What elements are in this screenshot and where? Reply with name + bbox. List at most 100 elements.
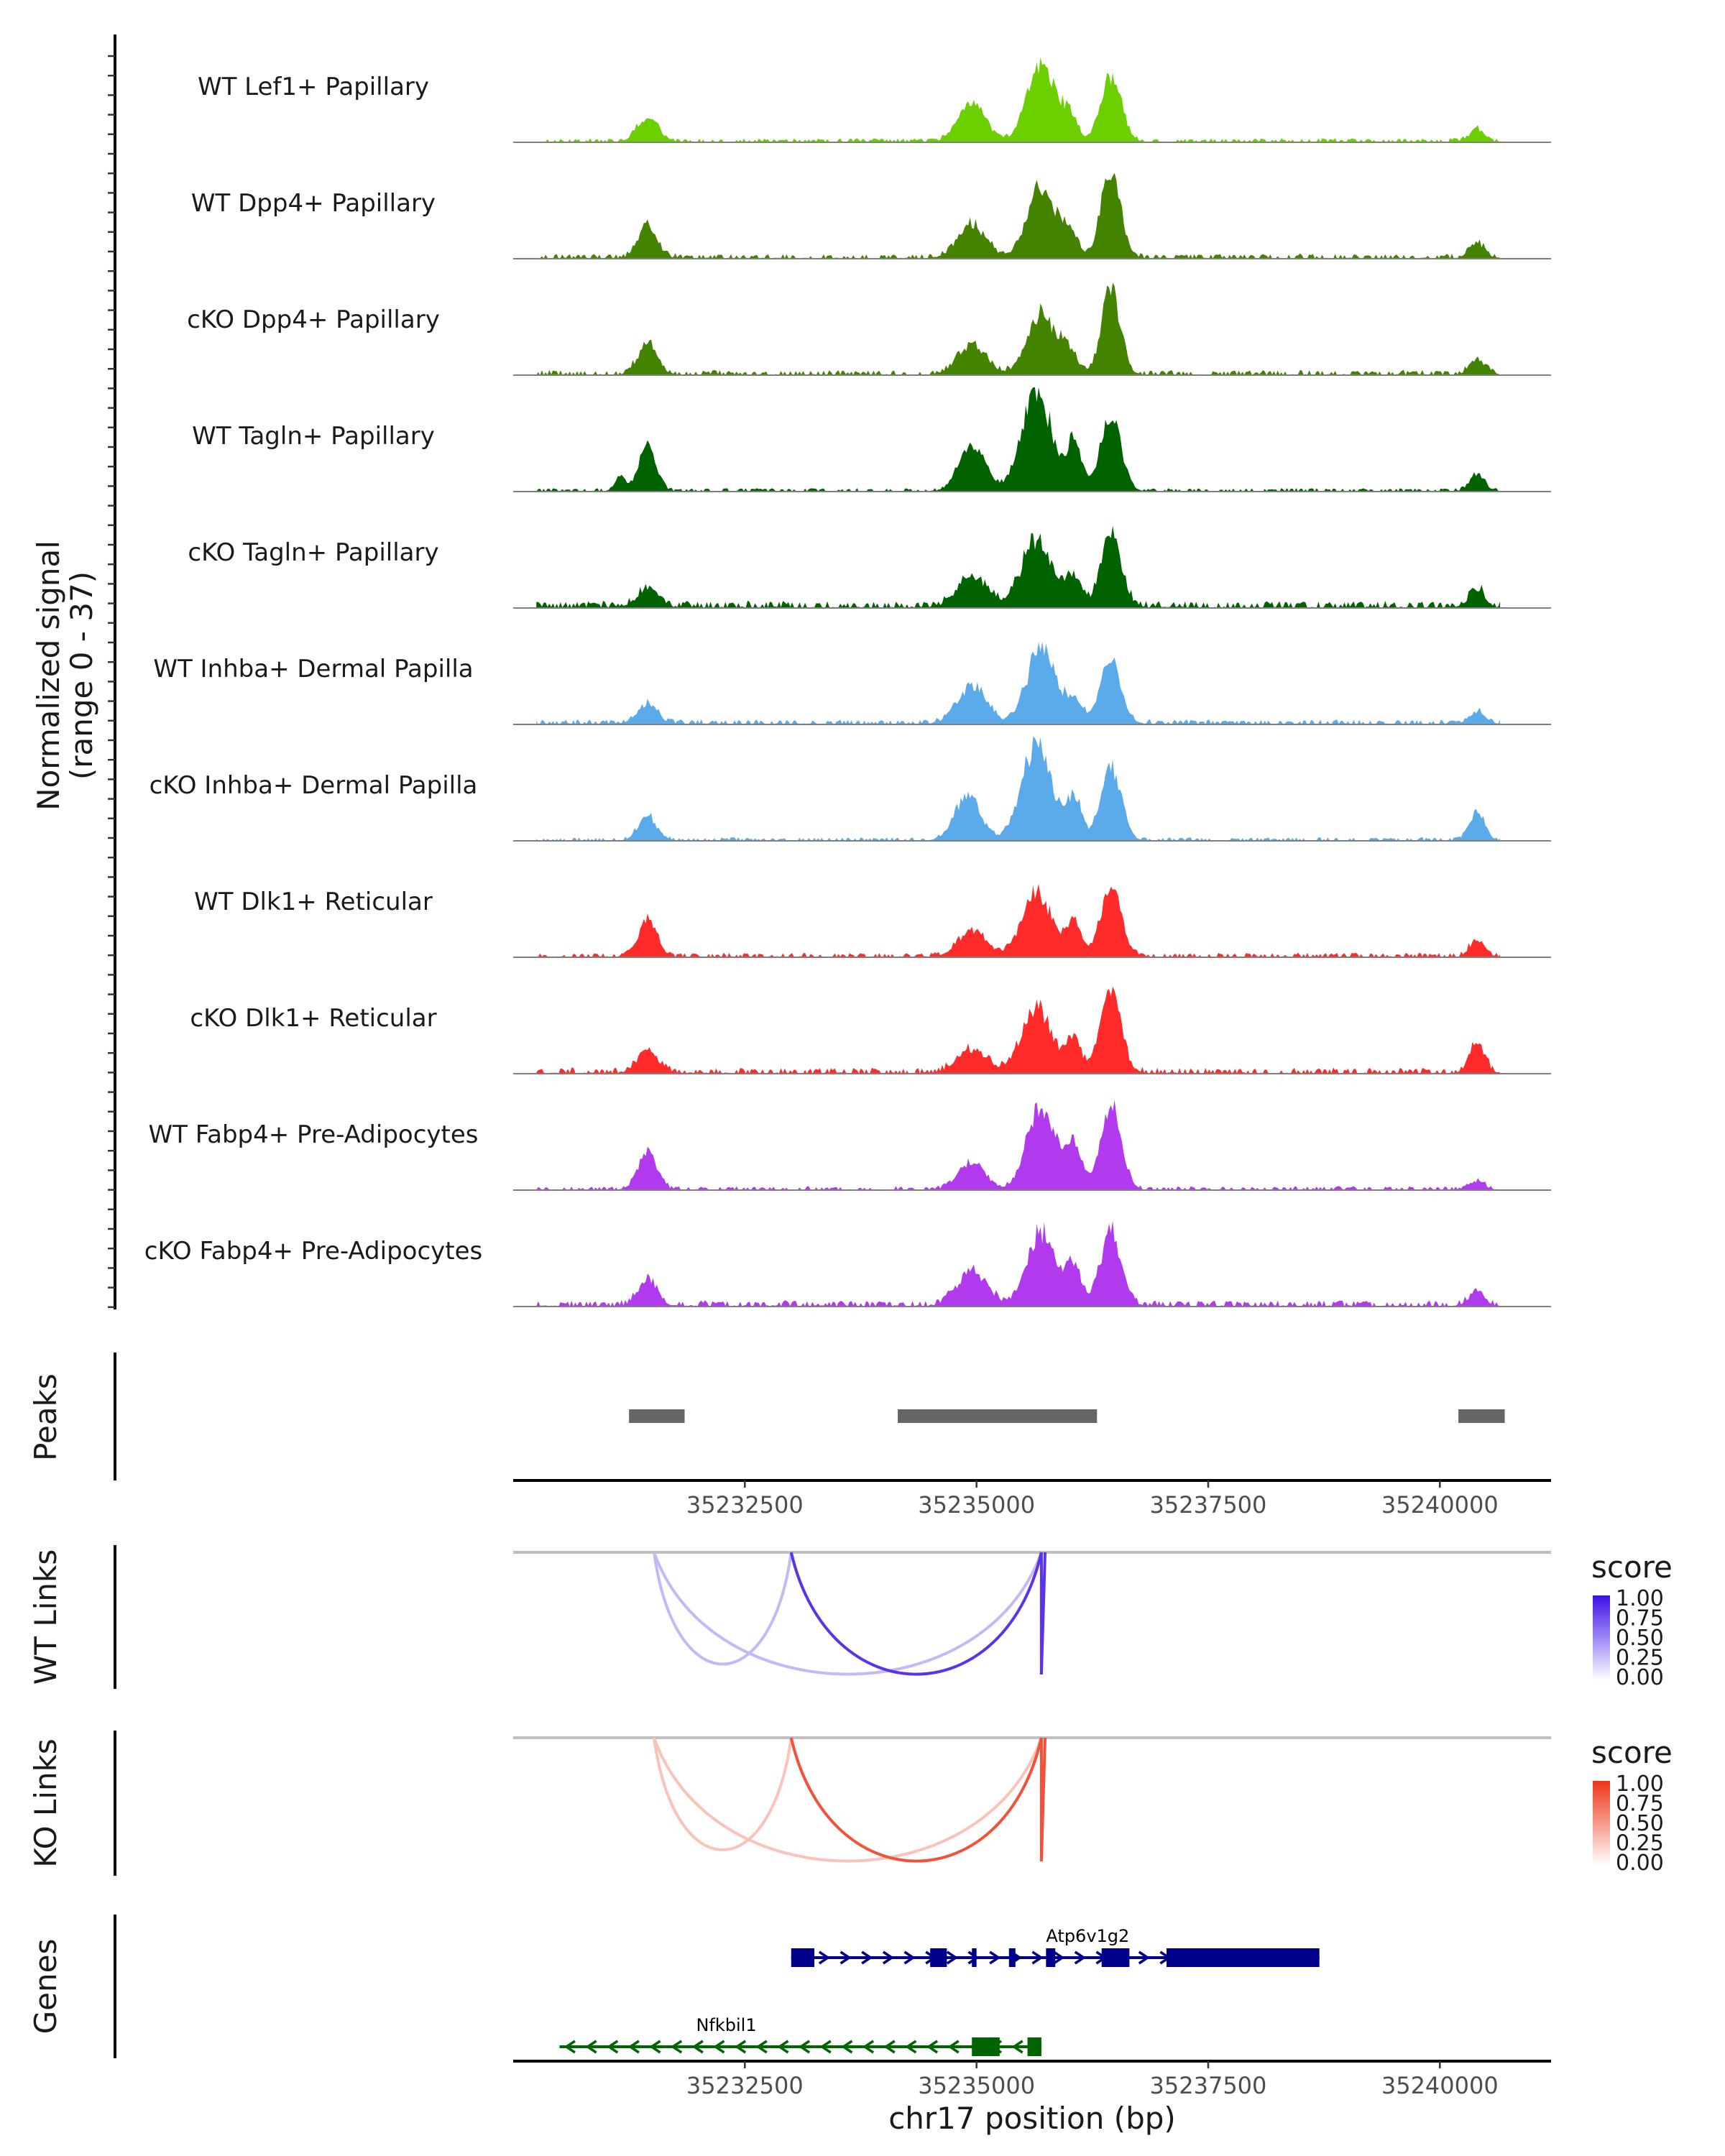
link-arc xyxy=(789,1552,1043,1676)
track-label: WT Lef1+ Papillary xyxy=(198,73,429,101)
coverage-track: cKO Dlk1+ Reticular xyxy=(190,986,1551,1074)
coverage-track: WT Dpp4+ Papillary xyxy=(191,172,1551,259)
ko-links-panel: KO Links score 1.000.750.500.250.00 xyxy=(28,1731,1673,1876)
strand-arrow-icon xyxy=(1053,1950,1065,1965)
strand-arrow-icon xyxy=(691,2040,704,2054)
wt-links-panel: WT Links score 1.000.750.500.250.00 xyxy=(28,1545,1673,1690)
strand-arrow-icon xyxy=(882,1950,895,1965)
strand-arrow-icon xyxy=(861,1950,873,1965)
coverage-area xyxy=(536,282,1501,375)
strand-arrow-icon xyxy=(903,1950,916,1965)
strand-arrow-icon xyxy=(947,2040,960,2054)
legend-tick-label: 0.75 xyxy=(1616,1792,1664,1817)
strand-arrow-icon xyxy=(967,1950,980,1965)
gene-exon xyxy=(1046,1948,1056,1967)
track-label: WT Dpp4+ Papillary xyxy=(191,189,436,218)
legend-colorbar xyxy=(1593,1781,1610,1866)
coverage-area xyxy=(536,1100,1501,1190)
coverage-area xyxy=(536,642,1501,724)
peaks-panel: Peaks 35232500 35235000 35237500 35240000 xyxy=(28,1353,1551,1519)
gene-exon xyxy=(1027,2037,1041,2056)
coverage-track: cKO Inhba+ Dermal Papilla xyxy=(150,737,1551,842)
coverage-area xyxy=(536,525,1501,608)
strand-arrow-icon xyxy=(1074,1950,1086,1965)
x-tick-label: 35240000 xyxy=(1381,2072,1499,2099)
strand-arrow-icon xyxy=(862,2040,875,2054)
coverage-track: WT Lef1+ Papillary xyxy=(198,57,1551,143)
strand-arrow-icon xyxy=(946,1950,958,1965)
genes-panel: Genes Atp6v1g2 Nfkbil1 35232500 35235000 352… xyxy=(28,1915,1551,2099)
strand-arrow-icon xyxy=(841,2040,853,2054)
coverage-track: WT Inhba+ Dermal Papilla xyxy=(153,642,1551,725)
strand-arrow-icon xyxy=(607,2040,619,2054)
legend-tick-label: 1.00 xyxy=(1616,1772,1664,1797)
strand-arrow-icon xyxy=(1138,1950,1150,1965)
strand-arrow-icon xyxy=(883,2040,896,2054)
strand-arrow-icon xyxy=(926,2040,939,2054)
track-label: cKO Fabp4+ Pre-Adipocytes xyxy=(144,1237,483,1266)
track-label: cKO Inhba+ Dermal Papilla xyxy=(150,771,478,800)
strand-arrow-icon xyxy=(840,1950,852,1965)
strand-arrow-icon xyxy=(755,2040,768,2054)
gene-exon xyxy=(791,1948,815,1967)
ko-links-track-label: KO Links xyxy=(28,1738,63,1868)
ko-links-legend-title: score xyxy=(1591,1735,1673,1770)
legend-tick-label: 0.25 xyxy=(1616,1646,1664,1671)
strand-arrow-icon xyxy=(627,2040,640,2054)
gene-model: Nfkbil1 xyxy=(559,2015,1041,2056)
legend-colorbar xyxy=(1593,1595,1610,1680)
signal-y-axis-title: Normalized signal xyxy=(31,540,66,811)
legend-tick-label: 0.00 xyxy=(1616,1665,1664,1690)
legend-tick-label: 0.00 xyxy=(1616,1851,1664,1876)
track-label: WT Inhba+ Dermal Papilla xyxy=(153,655,473,683)
gene-exon xyxy=(1101,1948,1130,1967)
gene-name-label: Nfkbil1 xyxy=(696,2015,756,2035)
strand-arrow-icon xyxy=(905,2040,917,2054)
track-label: cKO Dpp4+ Papillary xyxy=(187,305,440,334)
strand-arrow-icon xyxy=(671,2040,683,2054)
strand-arrow-icon xyxy=(1011,2040,1024,2054)
coverage-tracks: WT Lef1+ Papillary WT Dpp4+ Papillary cKO … xyxy=(144,57,1551,1307)
wt-links-legend-title: score xyxy=(1591,1549,1673,1585)
gene-exon xyxy=(1166,1948,1320,1967)
coverage-track: WT Fabp4+ Pre-Adipocytes xyxy=(149,1100,1551,1191)
peaks-track-label: Peaks xyxy=(28,1373,63,1461)
strand-arrow-icon xyxy=(818,1950,831,1965)
strand-arrow-icon xyxy=(798,2040,811,2054)
track-label: cKO Dlk1+ Reticular xyxy=(190,1004,436,1033)
link-arc xyxy=(652,1552,793,1666)
legend-tick-label: 1.00 xyxy=(1616,1586,1664,1611)
coverage-area xyxy=(536,883,1501,957)
link-arc xyxy=(653,1552,1043,1676)
signal-y-axis-range: (range 0 - 37) xyxy=(64,571,99,780)
x-tick-label: 35235000 xyxy=(918,1491,1035,1519)
gene-exon xyxy=(930,1948,947,1967)
gene-exon xyxy=(972,2037,1000,2056)
track-label: WT Tagln+ Papillary xyxy=(192,422,435,451)
strand-arrow-icon xyxy=(819,2040,832,2054)
strand-arrow-icon xyxy=(989,1950,1001,1965)
x-tick-label: 35237500 xyxy=(1150,2072,1267,2099)
link-arc xyxy=(653,1737,1043,1863)
track-label: WT Dlk1+ Reticular xyxy=(194,888,433,916)
peak-region xyxy=(898,1409,1098,1423)
gene-name-label: Atp6v1g2 xyxy=(1046,1926,1129,1946)
coverage-area xyxy=(536,737,1501,841)
gene-exon xyxy=(1008,1948,1016,1967)
track-label: cKO Tagln+ Papillary xyxy=(188,538,438,567)
link-arc xyxy=(789,1737,1043,1863)
x-tick-label: 35232500 xyxy=(686,2072,804,2099)
x-tick-label: 35232500 xyxy=(686,1491,804,1519)
genes-track-label: Genes xyxy=(28,1939,63,2035)
link-arc xyxy=(1039,1737,1047,1862)
strand-arrow-icon xyxy=(649,2040,661,2054)
signal-y-axis xyxy=(108,34,116,1309)
coverage-track: WT Dlk1+ Reticular xyxy=(194,883,1551,958)
legend-tick-label: 0.25 xyxy=(1616,1831,1664,1856)
strand-arrow-icon xyxy=(713,2040,725,2054)
link-arc xyxy=(652,1737,793,1851)
peak-region xyxy=(1458,1409,1505,1423)
gene-exon xyxy=(972,1948,977,1967)
coverage-track: cKO Dpp4+ Papillary xyxy=(187,282,1551,376)
